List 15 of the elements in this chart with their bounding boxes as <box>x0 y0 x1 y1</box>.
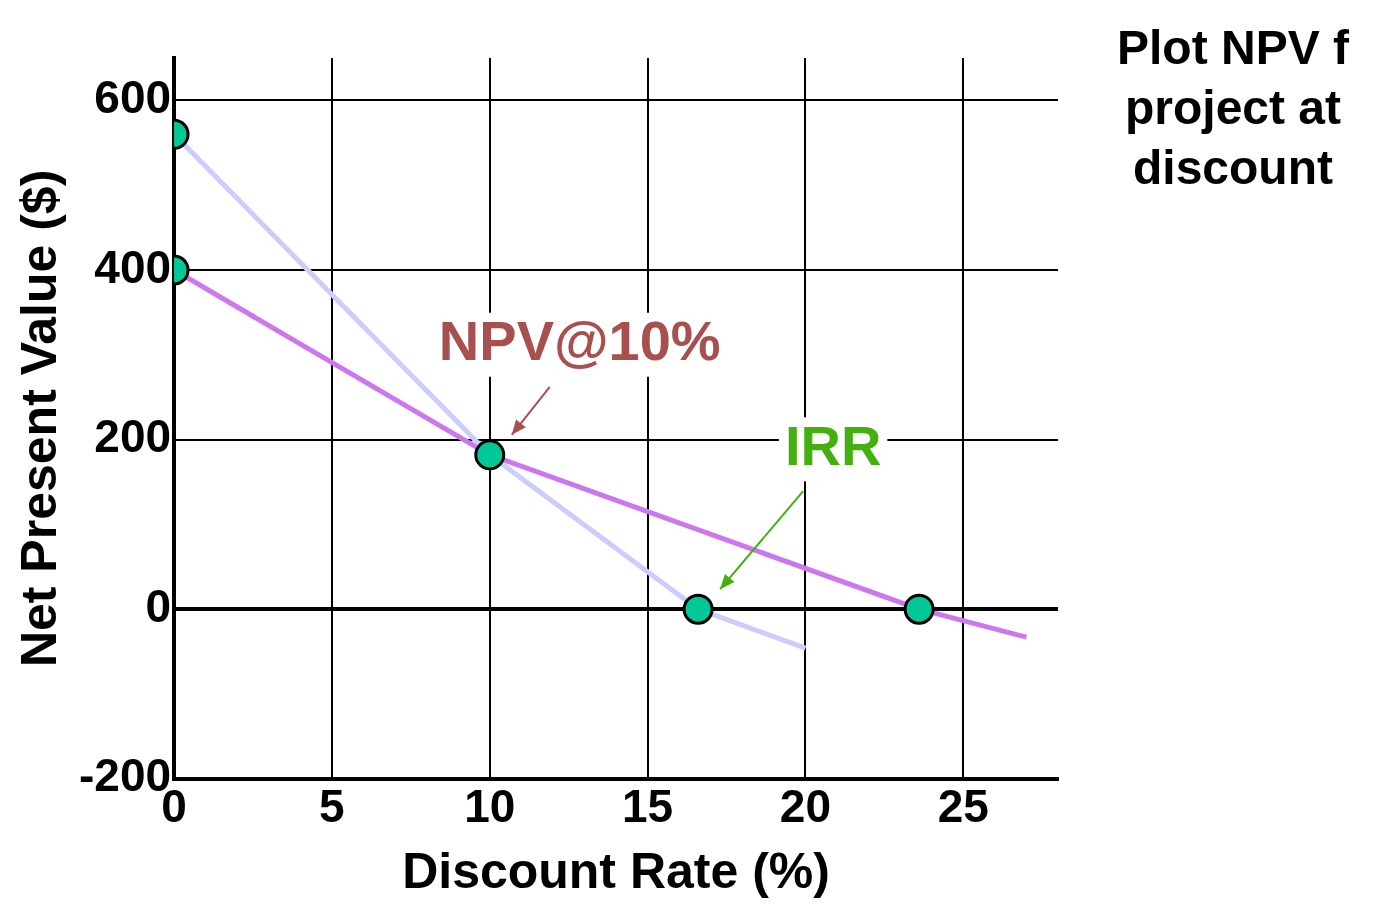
y-tick-label: 400 <box>94 240 172 293</box>
point <box>682 593 714 625</box>
x-tick-label: 5 <box>319 780 345 833</box>
x-tick-label: 25 <box>937 780 989 833</box>
text: Plot NPV f project at discount <box>1116 20 1350 196</box>
annotation: IRR <box>784 413 882 477</box>
x-tick-label: 15 <box>622 780 674 833</box>
y-tick-label: 600 <box>94 71 172 124</box>
y-tick-label: 0 <box>145 579 172 632</box>
x-axis-title: Discount Rate (%) <box>402 842 830 899</box>
x-tick-label: 20 <box>779 780 832 833</box>
y-axis-title: Net Present Value ($) <box>10 169 67 668</box>
x-tick-label: 10 <box>464 780 516 833</box>
y-tick-label: 200 <box>94 410 172 463</box>
annotation: NPV@10% <box>438 309 721 373</box>
